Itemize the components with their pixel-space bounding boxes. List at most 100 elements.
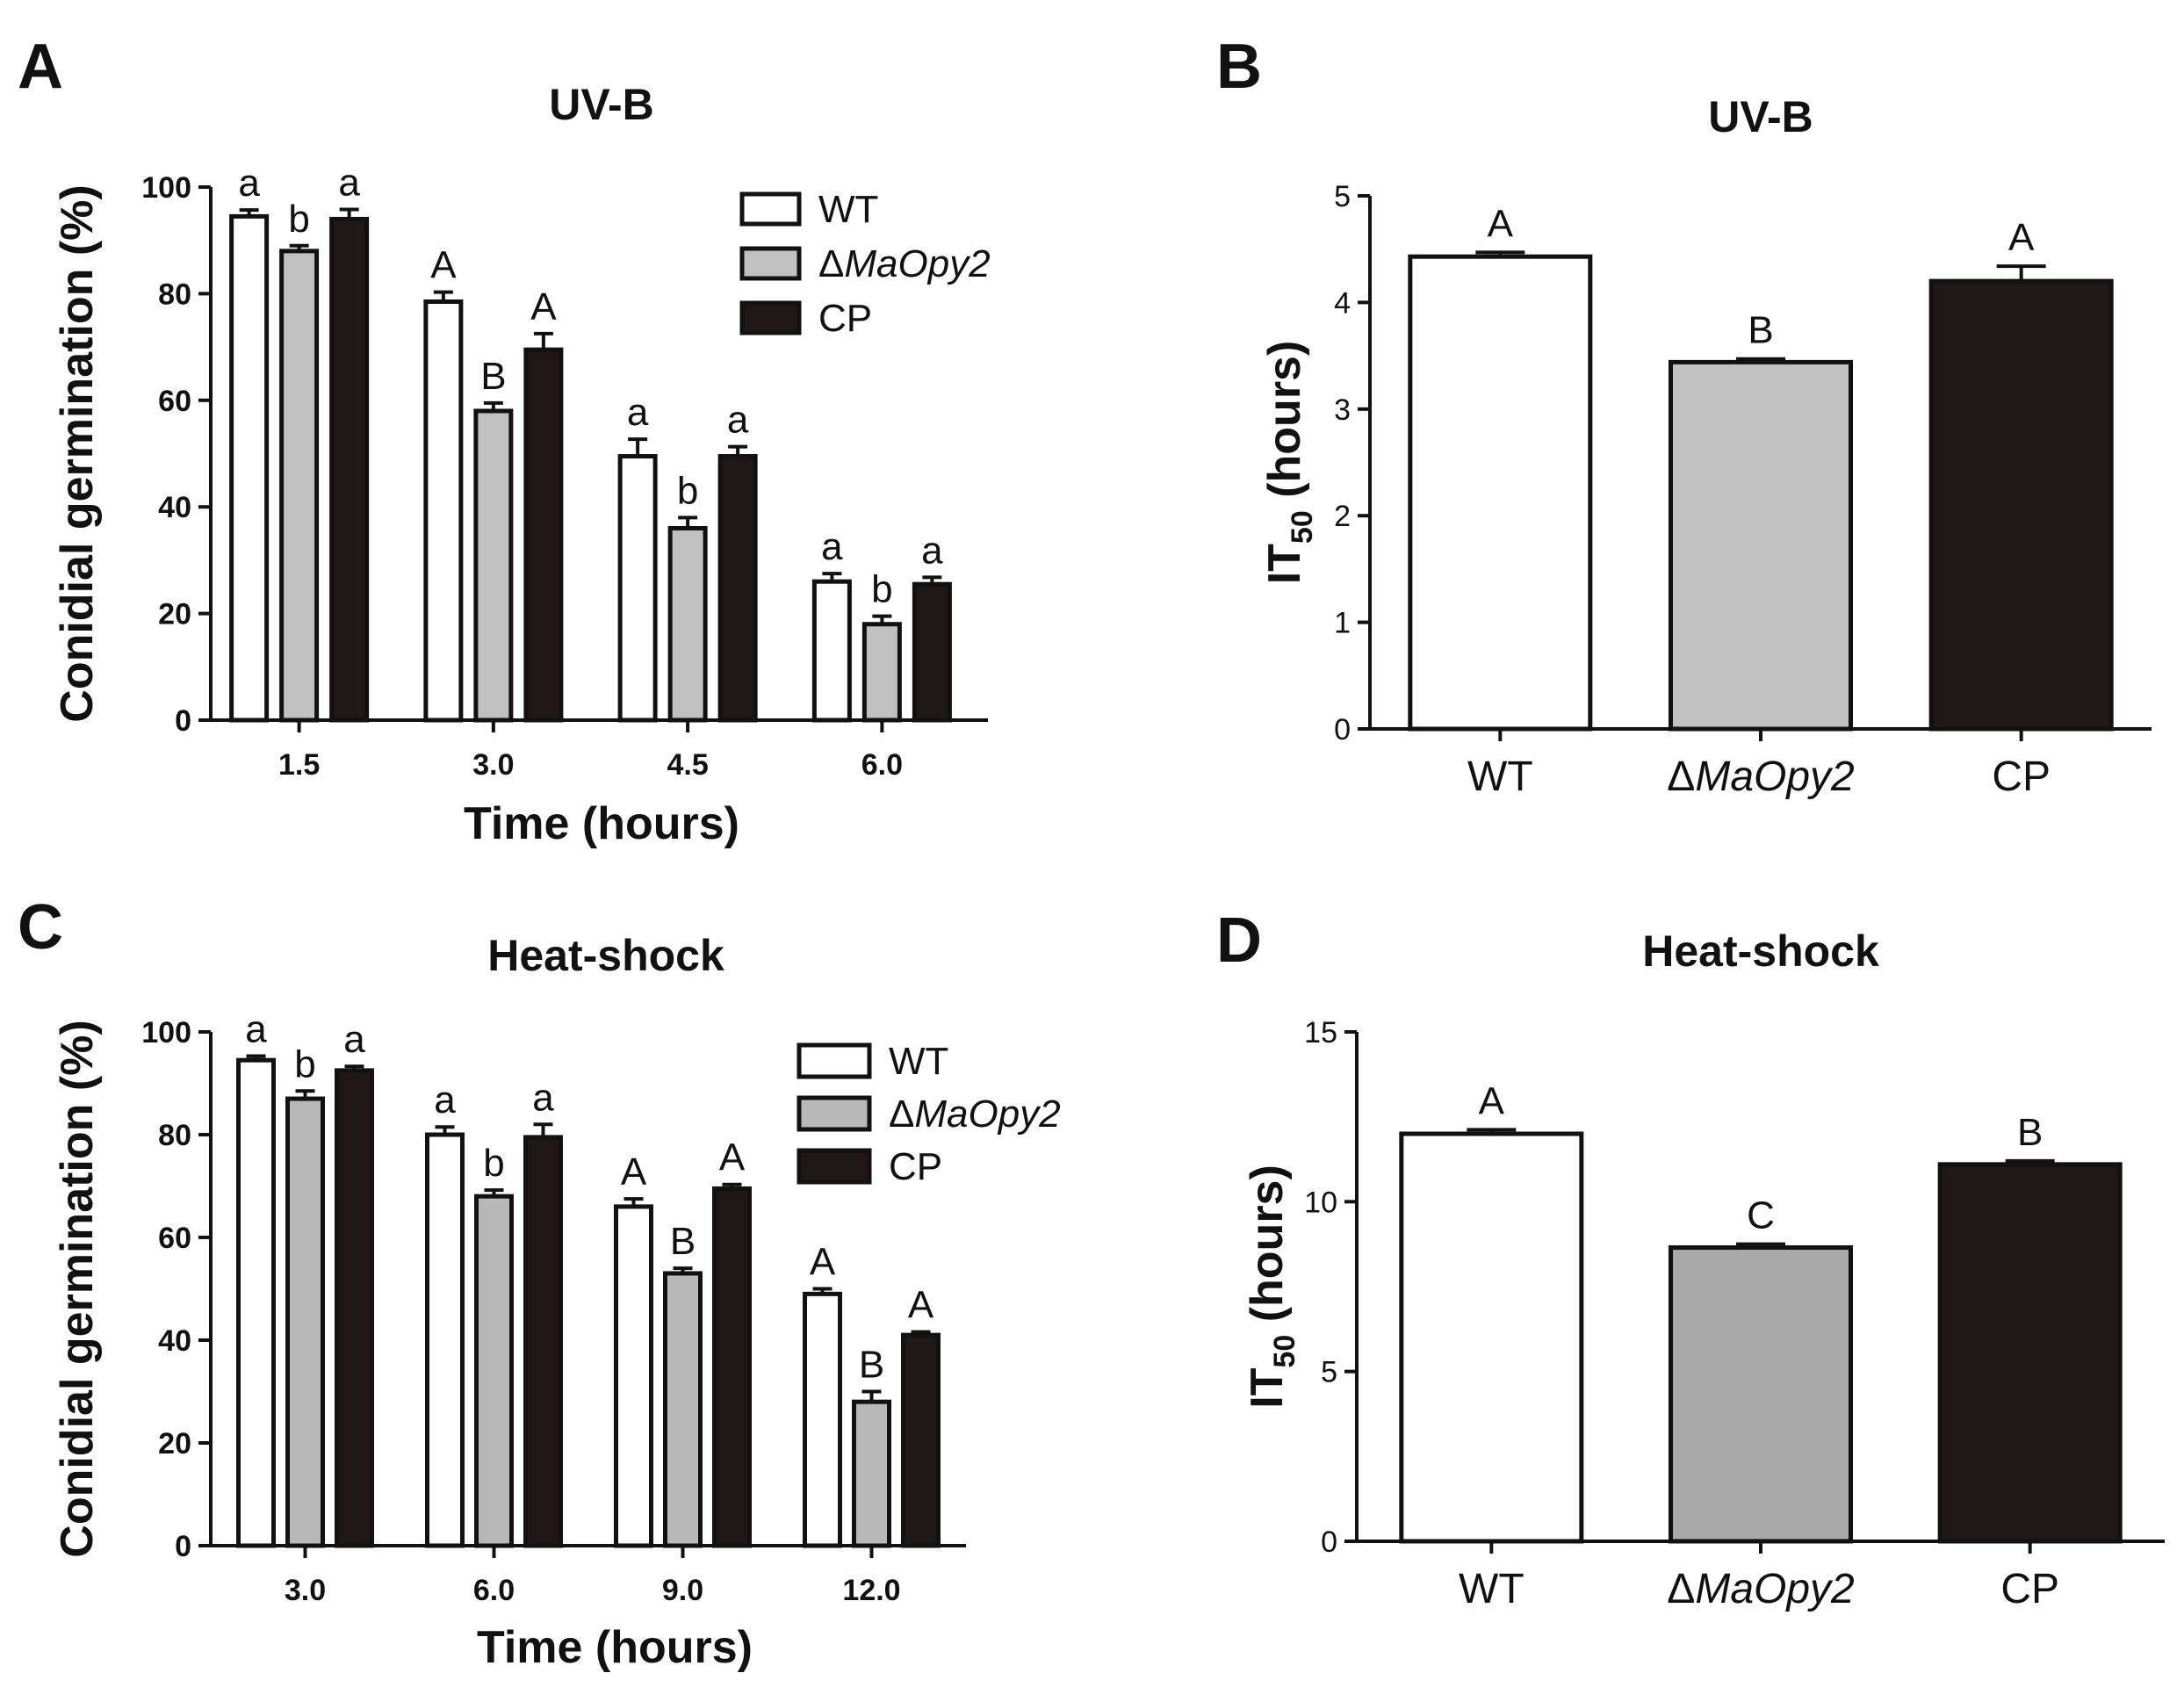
- a-y-tick-label: 0: [175, 704, 191, 738]
- panel-letter-b: B: [1216, 32, 1262, 102]
- d-significance-letter: B: [2017, 1111, 2043, 1154]
- a-legend-swatch: [739, 191, 802, 227]
- c-legend-label: ΔMaOpy2: [889, 1093, 1061, 1136]
- a-significance-letter: b: [677, 469, 698, 512]
- c-legend-label: WT: [889, 1040, 948, 1083]
- c-significance-letter: a: [245, 1007, 267, 1050]
- panel-letter-d: D: [1216, 905, 1262, 976]
- c-significance-letter: a: [532, 1076, 554, 1119]
- c-y-tick-label: 40: [158, 1324, 191, 1358]
- b-y-tick-label: 3: [1334, 393, 1351, 427]
- a-bar: [617, 454, 658, 723]
- a-bar: [279, 249, 320, 723]
- a-bar: [717, 454, 758, 723]
- panel-letter-a: A: [18, 32, 63, 102]
- a-significance-letter: a: [821, 525, 843, 568]
- c-y-tick-label: 20: [158, 1427, 191, 1460]
- c-y-tick-label: 100: [141, 1016, 191, 1049]
- c-significance-letter: a: [343, 1018, 365, 1061]
- a-legend-swatch: [739, 246, 802, 281]
- c-significance-letter: a: [434, 1078, 456, 1121]
- a-significance-letter: a: [238, 162, 260, 205]
- c-legend-label: CP: [889, 1145, 942, 1188]
- a-legend-label: ΔMaOpy2: [818, 242, 991, 285]
- c-x-tick-label: 12.0: [842, 1574, 900, 1607]
- b-y-tick-label: 5: [1334, 180, 1351, 213]
- d-title: Heat-shock: [1642, 927, 1879, 976]
- c-bar: [285, 1096, 325, 1548]
- a-y-axis-title: Conidial germination (%): [52, 184, 103, 722]
- a-significance-letter: a: [338, 161, 360, 204]
- a-bar: [811, 579, 852, 723]
- c-significance-letter: A: [810, 1241, 836, 1284]
- c-y-tick-label: 80: [158, 1119, 191, 1152]
- b-bar: [1669, 359, 1853, 732]
- a-x-tick-label: 1.5: [278, 748, 320, 782]
- b-x-tick-label: ΔMaOpy2: [1667, 754, 1854, 800]
- c-x-axis-title: Time (hours): [477, 1622, 753, 1673]
- chart-heatshock-germination: 0 20 40 60 80 100 Heat-shock Conidial germinati…: [52, 931, 1061, 1673]
- a-y-tick-label: 20: [158, 598, 191, 631]
- a-bar: [473, 408, 514, 723]
- b-significance-letter: B: [1748, 309, 1773, 352]
- c-legend-swatch: [796, 1042, 872, 1079]
- b-significance-letter: A: [2008, 216, 2035, 259]
- c-bar: [425, 1132, 465, 1548]
- c-bar: [901, 1332, 941, 1548]
- a-significance-letter: B: [480, 355, 506, 398]
- a-title: UV-B: [549, 80, 653, 129]
- d-y-tick-label: 0: [1321, 1525, 1337, 1559]
- c-y-axis-title: Conidial germination (%): [52, 1020, 103, 1557]
- b-title: UV-B: [1708, 92, 1813, 141]
- d-bar: [1669, 1245, 1853, 1544]
- b-y-tick-label: 4: [1334, 286, 1351, 320]
- d-x-tick-label: ΔMaOpy2: [1667, 1566, 1854, 1612]
- d-y-tick-label: 15: [1304, 1016, 1337, 1049]
- a-x-axis-title: Time (hours): [464, 798, 739, 849]
- a-x-tick-label: 6.0: [861, 748, 903, 782]
- d-bar: [1937, 1162, 2123, 1544]
- b-x-tick-label: WT: [1467, 754, 1533, 800]
- a-significance-letter: A: [430, 244, 457, 287]
- a-significance-letter: a: [727, 399, 749, 442]
- c-legend-swatch: [796, 1148, 872, 1185]
- c-significance-letter: B: [670, 1220, 696, 1263]
- b-bar: [1928, 278, 2114, 732]
- d-x-tick-label: CP: [2000, 1566, 2059, 1612]
- c-significance-letter: A: [908, 1284, 934, 1327]
- c-bar: [614, 1204, 653, 1548]
- c-bar: [663, 1271, 703, 1548]
- c-bar: [803, 1291, 842, 1548]
- d-x-tick-label: WT: [1459, 1566, 1524, 1612]
- a-significance-letter: a: [627, 391, 649, 434]
- c-significance-letter: A: [621, 1150, 647, 1194]
- a-bar: [329, 216, 370, 723]
- panel-letter-c: C: [18, 892, 63, 963]
- c-x-tick-label: 9.0: [662, 1574, 703, 1607]
- c-legend-swatch: [796, 1095, 872, 1132]
- c-bar: [852, 1399, 891, 1548]
- d-y-tick-label: 10: [1304, 1186, 1337, 1219]
- d-significance-letter: C: [1747, 1194, 1775, 1237]
- a-y-tick-label: 100: [141, 171, 191, 205]
- a-significance-letter: b: [871, 568, 892, 611]
- c-bar: [712, 1186, 752, 1548]
- b-y-tick-label: 1: [1334, 607, 1351, 640]
- b-bar: [1408, 254, 1593, 732]
- a-x-tick-label: 3.0: [472, 748, 514, 782]
- c-significance-letter: B: [859, 1344, 884, 1387]
- c-x-tick-label: 6.0: [473, 1574, 515, 1607]
- a-y-tick-label: 60: [158, 385, 191, 418]
- a-x-tick-label: 4.5: [667, 748, 708, 782]
- c-bar: [474, 1194, 514, 1548]
- a-bar: [861, 622, 902, 723]
- a-legend-label: CP: [818, 297, 872, 340]
- b-y-tick-label: 0: [1334, 713, 1351, 746]
- b-x-tick-label: CP: [1992, 754, 2051, 800]
- c-significance-letter: b: [294, 1042, 315, 1085]
- a-bar: [229, 213, 270, 723]
- c-bar: [523, 1135, 563, 1548]
- chart-uvb-it50: 0 1 2 3 4 5 UV-B IT50 (hours) WT A ΔMaOpy2 B CP A: [1259, 92, 2152, 800]
- chart-uvb-germination: 0 20 40 60 80 100 UV-B Conidial germination (%)…: [52, 80, 991, 849]
